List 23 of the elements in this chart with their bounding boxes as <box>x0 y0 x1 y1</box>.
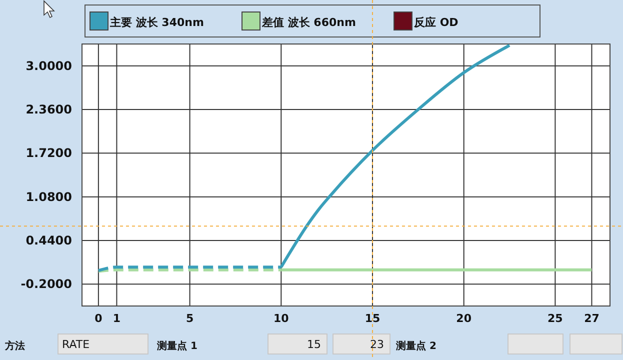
text-field: RATE <box>58 334 148 354</box>
legend-label: 反应 OD <box>413 16 458 29</box>
text: 测量点 2 <box>395 340 436 352</box>
x-tick-label: 0 <box>94 312 103 325</box>
x-tick-label: 10 <box>273 312 290 325</box>
text-field: 15 <box>268 334 328 354</box>
x-tick-label: 5 <box>186 312 194 325</box>
y-tick-label: 1.0800 <box>26 190 72 204</box>
x-tick-label: 25 <box>548 312 563 325</box>
legend-label: 差值 波长 660nm <box>261 16 356 29</box>
text-field: 23 <box>332 334 390 354</box>
text: 方法 <box>4 340 25 352</box>
y-tick-label: 3.0000 <box>26 58 72 73</box>
x-tick-label: 15 <box>364 312 380 325</box>
x-tick-label: 1 <box>112 312 121 325</box>
y-tick-label: -0.2000 <box>20 277 72 292</box>
x-tick-label: 20 <box>456 312 472 325</box>
legend-label: 主要 波长 340nm <box>109 16 204 29</box>
y-tick-label: 0.4400 <box>26 234 72 248</box>
y-tick-label: 2.3600 <box>26 102 72 116</box>
x-tick-label: 27 <box>584 312 600 325</box>
y-tick-label: 1.7200 <box>26 146 72 160</box>
text: 测量点 1 <box>156 340 198 352</box>
